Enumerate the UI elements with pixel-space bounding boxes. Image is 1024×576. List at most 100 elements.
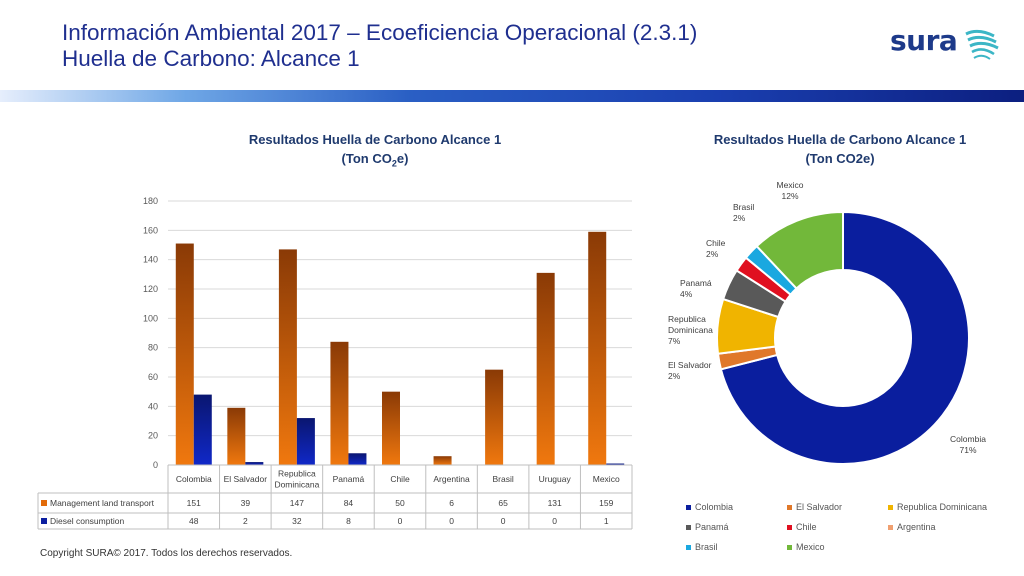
legend-label: Argentina xyxy=(897,522,936,532)
category-label: Panamá xyxy=(333,474,365,484)
category-label: Republica xyxy=(278,469,316,479)
bar-diesel xyxy=(193,394,212,465)
slice-label: Brasil xyxy=(733,202,754,212)
table-value: 48 xyxy=(189,516,199,526)
sura-logo: sura xyxy=(890,24,1000,68)
bar-diesel xyxy=(296,418,315,465)
bar-diesel xyxy=(348,453,367,465)
table-value: 0 xyxy=(552,516,557,526)
slice-label: Colombia xyxy=(950,434,986,444)
y-tick-label: 80 xyxy=(148,343,158,353)
legend-label: Republica Dominicana xyxy=(897,502,988,512)
bar-management xyxy=(330,341,349,465)
category-label: Dominicana xyxy=(274,480,319,490)
table-value: 0 xyxy=(501,516,506,526)
y-tick-label: 40 xyxy=(148,401,158,411)
donut-slice xyxy=(755,210,844,290)
sura-wave-icon xyxy=(965,29,999,60)
y-tick-label: 160 xyxy=(143,225,158,235)
table-value: 0 xyxy=(398,516,403,526)
legend-key-management xyxy=(41,500,47,506)
legend-item: Panamá xyxy=(686,522,729,532)
table-value: 8 xyxy=(346,516,351,526)
series-name: Diesel consumption xyxy=(50,516,124,526)
table-value: 159 xyxy=(599,498,613,508)
legend-label: Brasil xyxy=(695,542,718,552)
title-line-1: Información Ambiental 2017 – Ecoeficienc… xyxy=(62,20,698,45)
category-label: Colombia xyxy=(176,474,212,484)
bar-management xyxy=(382,391,400,465)
table-value: 65 xyxy=(498,498,508,508)
legend-label: Panamá xyxy=(695,522,729,532)
legend-swatch xyxy=(787,525,792,531)
slice-label: Republica xyxy=(668,314,706,324)
legend-swatch xyxy=(888,525,893,531)
legend-item: Colombia xyxy=(686,502,733,512)
slide-title: Información Ambiental 2017 – Ecoeficienc… xyxy=(62,20,697,72)
category-label: Argentina xyxy=(433,474,470,484)
legend-swatch xyxy=(686,505,691,511)
legend-item: Republica Dominicana xyxy=(888,502,987,512)
slice-label: Panamá xyxy=(680,278,712,288)
bar-management xyxy=(278,249,297,465)
table-value: 2 xyxy=(243,516,248,526)
legend-swatch xyxy=(686,525,691,531)
bar-diesel xyxy=(245,462,264,465)
slice-label: El Salvador xyxy=(668,360,712,370)
legend-swatch xyxy=(686,545,691,551)
slice-label: 4% xyxy=(680,289,693,299)
pie-chart-title: Resultados Huella de Carbono Alcance 1 (… xyxy=(690,130,990,168)
bar-management xyxy=(433,456,452,465)
slice-label: 2% xyxy=(668,371,681,381)
y-tick-label: 100 xyxy=(143,313,158,323)
legend-item: El Salvador xyxy=(787,502,842,512)
y-tick-label: 0 xyxy=(153,460,158,470)
legend-item: Argentina xyxy=(888,522,936,532)
bar-management xyxy=(588,231,607,465)
category-label: Brasil xyxy=(492,474,513,484)
table-value: 32 xyxy=(292,516,302,526)
legend-label: Chile xyxy=(796,522,817,532)
table-value: 50 xyxy=(395,498,405,508)
legend-swatch xyxy=(787,505,792,511)
pie-chart-title-line-2: (Ton CO2e) xyxy=(805,151,875,166)
table-value: 84 xyxy=(344,498,354,508)
table-value: 1 xyxy=(604,516,609,526)
title-line-2: Huella de Carbono: Alcance 1 xyxy=(62,46,360,71)
table-value: 0 xyxy=(449,516,454,526)
bar-chart-title-line-2: (Ton CO2e) xyxy=(341,151,409,169)
slice-label: 7% xyxy=(668,336,681,346)
pie-chart-title-line-1: Resultados Huella de Carbono Alcance 1 xyxy=(713,132,967,147)
logo-text: sura xyxy=(890,24,958,57)
category-label: Chile xyxy=(390,474,410,484)
bar-chart-title: Resultados Huella de Carbono Alcance 1 (… xyxy=(190,130,560,174)
legend-label: El Salvador xyxy=(796,502,843,512)
table-value: 6 xyxy=(449,498,454,508)
slice-label: Dominicana xyxy=(668,325,713,335)
legend-item: Brasil xyxy=(686,542,718,552)
y-tick-label: 140 xyxy=(143,255,158,265)
bar-management xyxy=(536,272,555,465)
y-tick-label: 120 xyxy=(143,284,158,294)
y-tick-label: 20 xyxy=(148,431,158,441)
legend-label: Colombia xyxy=(695,502,734,512)
slice-label: 71% xyxy=(959,445,976,455)
slice-label: 2% xyxy=(706,249,719,259)
bar-diesel xyxy=(606,463,625,465)
bar-chart-title-line-1: Resultados Huella de Carbono Alcance 1 xyxy=(248,132,502,147)
category-label: Uruguay xyxy=(539,474,572,484)
legend-key-diesel xyxy=(41,518,47,524)
bar-management xyxy=(485,369,504,465)
copyright-footer: Copyright SURA© 2017. Todos los derechos… xyxy=(40,548,293,559)
category-label: El Salvador xyxy=(224,474,268,484)
bar-management xyxy=(175,243,194,465)
slice-label: 12% xyxy=(781,191,798,201)
legend-item: Chile xyxy=(787,522,817,532)
slice-label: Mexico xyxy=(777,180,804,190)
slice-label: Chile xyxy=(706,238,726,248)
table-value: 131 xyxy=(548,498,562,508)
category-label: Mexico xyxy=(593,474,620,484)
y-tick-label: 180 xyxy=(143,196,158,206)
legend-swatch xyxy=(888,505,893,511)
